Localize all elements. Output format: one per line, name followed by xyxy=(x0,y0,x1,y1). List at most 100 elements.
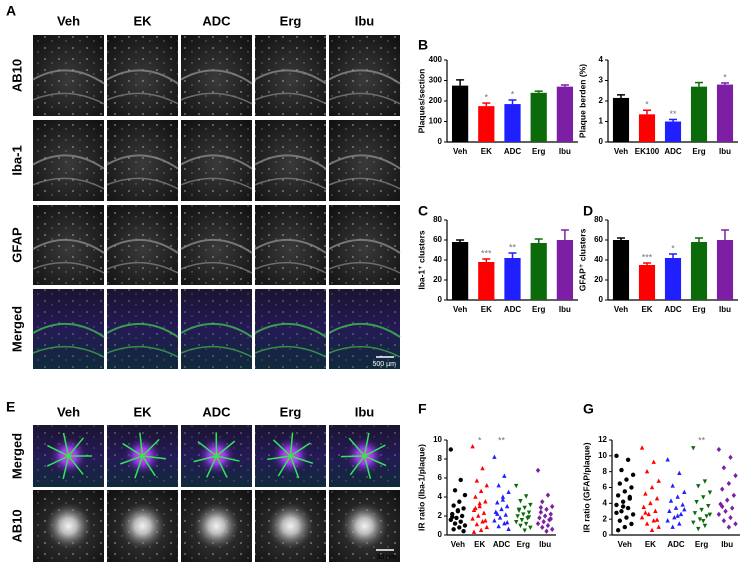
data-point xyxy=(478,527,484,533)
y-tick-label: 0 xyxy=(438,137,443,146)
column-header: Veh xyxy=(57,13,80,28)
data-point xyxy=(725,497,730,503)
glia-process xyxy=(216,440,236,457)
data-point xyxy=(682,507,687,512)
micrograph-texture xyxy=(181,35,252,116)
data-point xyxy=(654,517,660,522)
significance: * xyxy=(723,72,727,82)
data-point xyxy=(691,520,696,525)
plaque xyxy=(193,502,240,550)
data-point xyxy=(451,527,456,532)
data-point xyxy=(526,510,532,515)
tissue-layer xyxy=(328,261,401,274)
data-point xyxy=(473,505,478,511)
x-tick-label: Erg xyxy=(695,540,708,549)
glia-process xyxy=(348,437,366,457)
data-point xyxy=(696,526,701,532)
tissue-layer xyxy=(32,261,105,274)
data-point xyxy=(672,514,677,520)
column-header: Veh xyxy=(57,404,80,419)
data-point xyxy=(729,505,735,511)
micrograph-texture xyxy=(107,205,178,285)
micrograph-texture xyxy=(107,289,178,369)
x-tick-label: Ibu xyxy=(719,147,731,156)
data-point xyxy=(478,488,484,494)
data-point xyxy=(549,526,555,532)
tissue-layer xyxy=(32,154,105,170)
tissue-layer xyxy=(106,261,179,274)
y-axis-label: IR ratio (GFAP/plaque) xyxy=(581,442,591,532)
data-point xyxy=(648,500,653,506)
data-point xyxy=(702,479,708,484)
bar xyxy=(690,242,708,300)
data-point xyxy=(694,499,699,505)
data-point xyxy=(614,510,619,516)
micrograph-texture xyxy=(33,205,104,285)
y-tick-label: 6 xyxy=(438,473,443,482)
data-point xyxy=(495,511,500,516)
data-point xyxy=(506,526,511,532)
y-axis-label: GFAP⁺ clusters xyxy=(577,228,587,291)
glia-process xyxy=(67,437,85,457)
data-point xyxy=(622,524,627,530)
y-tick-label: 8 xyxy=(603,467,608,476)
plaque xyxy=(267,502,314,550)
bar xyxy=(612,240,630,300)
x-tick-label: Veh xyxy=(614,147,628,156)
data-point xyxy=(521,512,526,517)
data-point xyxy=(726,480,732,487)
data-point xyxy=(614,502,619,508)
significance: ** xyxy=(698,435,706,445)
data-point xyxy=(651,459,656,464)
data-point xyxy=(630,512,636,517)
glia-process xyxy=(62,432,70,457)
micrograph-texture xyxy=(255,120,326,201)
x-tick-label: ADC xyxy=(664,147,682,156)
bar xyxy=(556,240,574,300)
x-tick-label: ADC xyxy=(504,305,522,314)
data-point xyxy=(500,494,506,499)
micrograph-texture xyxy=(255,35,326,116)
tissue-layer xyxy=(32,238,105,254)
data-point xyxy=(617,481,623,486)
micrograph-texture xyxy=(107,120,178,201)
x-tick-label: Erg xyxy=(692,147,705,156)
x-tick-label: ADC xyxy=(504,147,522,156)
data-point xyxy=(541,519,546,525)
data-point xyxy=(535,467,541,474)
data-point xyxy=(649,527,655,533)
data-point xyxy=(702,523,708,529)
data-point xyxy=(682,489,687,495)
x-tick-label: Erg xyxy=(532,147,545,156)
data-point xyxy=(692,511,698,516)
data-point xyxy=(675,494,680,499)
tissue-layer xyxy=(180,261,253,274)
tissue-layer xyxy=(32,177,105,190)
data-point xyxy=(670,524,675,529)
data-point xyxy=(452,521,458,526)
significance: * xyxy=(485,92,489,102)
data-point xyxy=(528,502,533,508)
tissue-layer xyxy=(254,261,327,274)
glia-process xyxy=(120,455,143,465)
data-point xyxy=(704,514,709,519)
data-point xyxy=(728,514,733,521)
data-point xyxy=(483,499,488,504)
panel-label: E xyxy=(6,399,15,415)
bar xyxy=(530,243,547,300)
bar xyxy=(504,104,521,142)
data-point xyxy=(462,492,468,498)
data-point xyxy=(675,513,680,518)
data-point xyxy=(452,488,458,493)
micrograph-texture xyxy=(255,205,326,285)
data-point xyxy=(450,514,455,520)
data-point xyxy=(523,494,529,499)
tissue-layer xyxy=(254,92,327,105)
y-tick-label: 4 xyxy=(599,55,604,64)
data-point xyxy=(515,514,520,519)
glia-process xyxy=(206,455,218,478)
glia-process xyxy=(134,455,144,479)
data-point xyxy=(625,457,631,462)
data-point xyxy=(542,513,548,519)
y-tick-label: 2 xyxy=(599,96,604,105)
